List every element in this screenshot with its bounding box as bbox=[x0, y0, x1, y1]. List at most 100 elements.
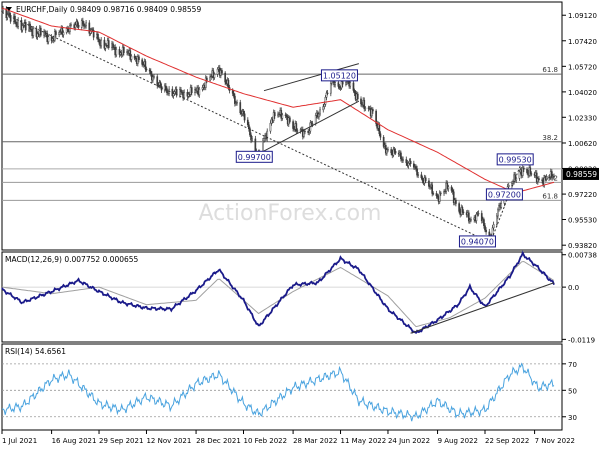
fib-level-label: 61.8 bbox=[542, 66, 558, 74]
candle-body bbox=[205, 77, 208, 81]
rsi-y-tick-label: 50 bbox=[568, 387, 577, 395]
candle-body bbox=[65, 28, 68, 33]
candle-body bbox=[538, 178, 540, 181]
candle-body bbox=[239, 102, 242, 113]
candle-body bbox=[250, 134, 252, 141]
rsi-panel-header: RSI(14) 54.6561 bbox=[5, 347, 66, 356]
candle-body bbox=[375, 110, 377, 124]
candle-body bbox=[35, 28, 38, 38]
candle-body bbox=[173, 91, 176, 94]
candles bbox=[1, 5, 555, 245]
candle-body bbox=[536, 178, 539, 183]
candle-body bbox=[59, 31, 62, 33]
candle-body bbox=[452, 191, 455, 203]
candle-body bbox=[367, 107, 370, 109]
candle-body bbox=[187, 93, 190, 97]
candle-body bbox=[284, 114, 287, 116]
candle-body bbox=[390, 149, 393, 154]
price-y-tick-label: 1.09120 bbox=[568, 12, 597, 20]
candle-body bbox=[467, 212, 470, 222]
candle-body bbox=[447, 186, 450, 190]
candle-body bbox=[455, 199, 457, 204]
candle-body bbox=[204, 77, 207, 88]
candle-body bbox=[417, 174, 420, 176]
x-axis-tick-label: 7 Nov 2022 bbox=[535, 437, 575, 445]
x-axis-tick-label: 11 May 2022 bbox=[341, 437, 387, 445]
candle-body bbox=[356, 93, 359, 100]
candle-body bbox=[338, 86, 341, 88]
candle-body bbox=[112, 43, 114, 48]
candle-body bbox=[303, 131, 305, 137]
candle-body bbox=[295, 123, 298, 132]
candle-body bbox=[511, 183, 513, 186]
candle-body bbox=[405, 159, 408, 164]
candle-body bbox=[387, 149, 389, 151]
candle-body bbox=[470, 219, 472, 221]
candle-body bbox=[254, 138, 257, 152]
candle-body bbox=[180, 89, 182, 93]
candle-body bbox=[451, 190, 454, 193]
x-axis-tick-label: 22 Sep 2022 bbox=[485, 437, 529, 445]
candle-body bbox=[15, 21, 17, 25]
candle-body bbox=[458, 203, 460, 212]
x-axis-tick-label: 28 Mar 2022 bbox=[293, 437, 337, 445]
candle-body bbox=[88, 22, 91, 34]
candle-body bbox=[409, 160, 412, 165]
price-y-tick-label: 0.97220 bbox=[568, 191, 597, 199]
candle-body bbox=[319, 109, 321, 115]
candle-body bbox=[273, 112, 276, 117]
macd-trendline bbox=[410, 282, 555, 334]
candle-body bbox=[382, 137, 385, 147]
candle-body bbox=[53, 31, 56, 41]
candle-body bbox=[340, 81, 343, 89]
candle-body bbox=[172, 93, 175, 97]
candle-body bbox=[122, 46, 125, 53]
candle-body bbox=[62, 32, 65, 36]
price-annotation-label: 0.99530 bbox=[499, 155, 532, 164]
candle-body bbox=[310, 122, 313, 125]
candle-body bbox=[500, 203, 503, 208]
candle-body bbox=[314, 115, 317, 124]
candle-body bbox=[82, 20, 84, 24]
candle-body bbox=[29, 23, 31, 30]
candle-body bbox=[242, 111, 245, 114]
price-trendline bbox=[489, 159, 524, 243]
candle-body bbox=[469, 219, 471, 222]
candle-body bbox=[483, 219, 485, 226]
candle-body bbox=[498, 205, 500, 211]
macd-panel-header: MACD(12,26,9) 0.007752 0.000655 bbox=[5, 255, 139, 264]
candle-body bbox=[165, 85, 167, 89]
price-y-tick-label: 1.00620 bbox=[568, 140, 597, 148]
candle-body bbox=[14, 15, 16, 23]
candle-body bbox=[107, 40, 110, 48]
candle-body bbox=[518, 171, 521, 179]
candle-body bbox=[20, 20, 23, 31]
candle-body bbox=[304, 131, 306, 133]
candle-body bbox=[545, 176, 548, 180]
candle-body bbox=[159, 82, 162, 87]
x-axis-tick-label: 16 Aug 2021 bbox=[52, 437, 97, 445]
price-panel-frame bbox=[1, 1, 563, 251]
candle-body bbox=[272, 112, 275, 121]
candle-body bbox=[100, 39, 103, 47]
candle-body bbox=[484, 225, 486, 231]
candle-body bbox=[541, 179, 543, 181]
candle-body bbox=[325, 92, 328, 98]
candle-body bbox=[130, 55, 133, 60]
candle-body bbox=[221, 70, 223, 74]
x-axis-tick-label: 12 Nov 2021 bbox=[146, 437, 191, 445]
price-y-tick-label: 1.07420 bbox=[568, 38, 597, 46]
rsi-line bbox=[1, 362, 555, 422]
candle-body bbox=[209, 76, 211, 81]
candle-body bbox=[345, 81, 347, 85]
candle-body bbox=[216, 68, 219, 75]
candle-body bbox=[492, 224, 495, 229]
candle-body bbox=[400, 152, 402, 160]
price-annotation-label: 0.94070 bbox=[461, 237, 494, 246]
candle-body bbox=[98, 39, 100, 43]
candle-body bbox=[431, 184, 434, 194]
candle-body bbox=[323, 104, 326, 107]
candle-body bbox=[526, 168, 528, 173]
moving-average-line bbox=[1, 7, 555, 194]
price-panel-header: EURCHF,Daily 0.98409 0.98716 0.98409 0.9… bbox=[16, 5, 201, 14]
